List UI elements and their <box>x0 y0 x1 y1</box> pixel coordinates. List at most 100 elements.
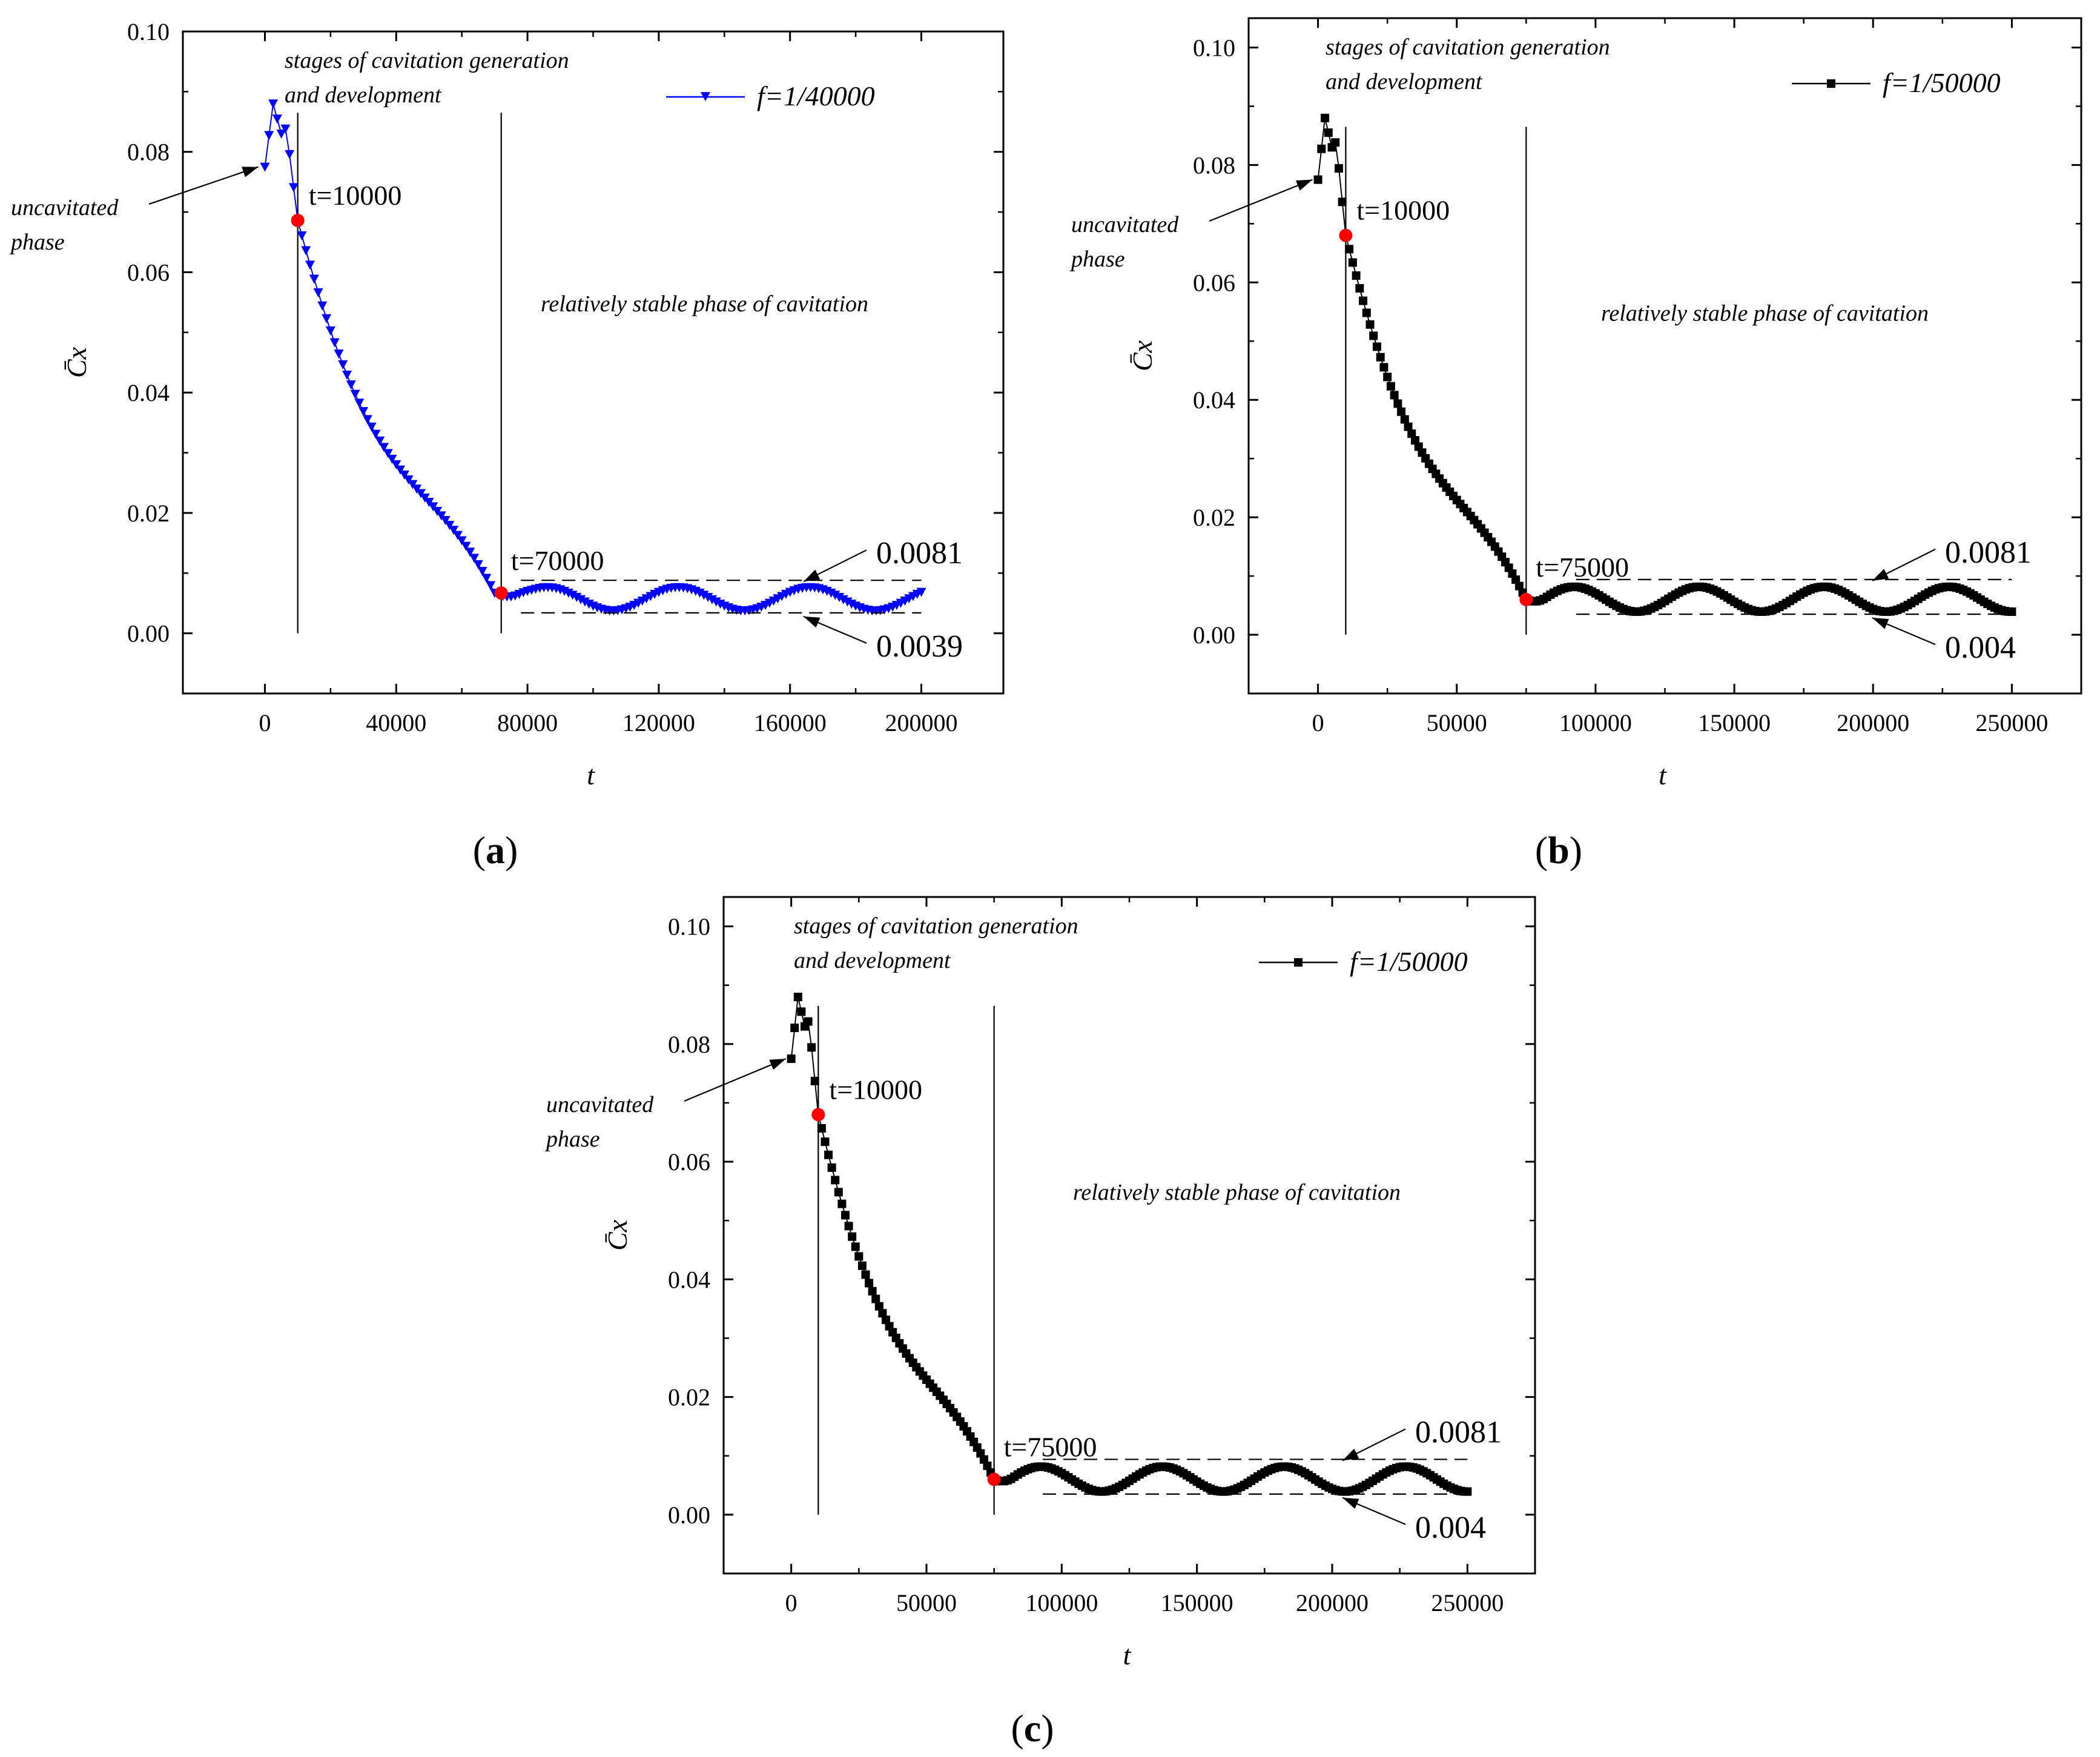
data-point <box>297 231 307 241</box>
x-tick-label: 50000 <box>896 1589 957 1616</box>
x-tick-label: 100000 <box>1025 1589 1098 1616</box>
key-point-label: t=75000 <box>1004 1432 1097 1463</box>
data-point <box>1397 407 1406 416</box>
series-a <box>260 99 926 616</box>
arrow-head <box>1342 1497 1359 1509</box>
data-point <box>461 541 471 551</box>
stable-phase-annotation: relatively stable phase of cavitation <box>1073 1180 1401 1205</box>
key-point-marker <box>811 1108 825 1122</box>
series-line <box>1317 117 2012 613</box>
data-point <box>1390 391 1399 400</box>
series-line <box>790 996 1468 1492</box>
stages-annotation-line1: stages of cavitation generation <box>794 913 1078 939</box>
data-point <box>383 449 393 458</box>
lower-bound-label: 0.004 <box>1415 1510 1486 1545</box>
data-point <box>871 1294 880 1303</box>
data-point <box>399 470 409 480</box>
panel-label-open: ( <box>1535 829 1548 872</box>
data-point <box>354 399 365 408</box>
data-point <box>358 407 369 417</box>
data-point <box>334 349 344 359</box>
stages-annotation-line2: and development <box>1326 69 1483 94</box>
data-point <box>440 516 451 526</box>
data-point <box>387 454 397 464</box>
data-point <box>1317 144 1326 153</box>
data-point <box>1376 352 1385 362</box>
x-tick-label: 250000 <box>1431 1589 1504 1616</box>
uncavitated-arrow <box>1209 179 1313 222</box>
panel-label: (c) <box>1011 1707 1054 1750</box>
data-point <box>322 314 332 323</box>
data-point <box>276 129 286 139</box>
x-tick-label: 0 <box>1312 709 1324 736</box>
legend-label: f=1/50000 <box>1883 67 2001 98</box>
data-point <box>1324 128 1333 137</box>
key-point-marker <box>987 1472 1001 1486</box>
legend-label: f=1/40000 <box>757 81 875 111</box>
panel-label-close: ) <box>1570 829 1582 872</box>
y-tick-label: 0.06 <box>127 259 170 286</box>
data-point <box>1379 363 1388 372</box>
x-tick-label: 200000 <box>885 709 958 736</box>
data-point <box>268 99 279 109</box>
uncavitated-annotation-line2: phase <box>1069 247 1125 272</box>
y-tick-label: 0.00 <box>127 620 170 647</box>
panel-label-letter: b <box>1548 829 1570 872</box>
series-b <box>1313 113 2016 616</box>
key-point-marker <box>494 586 508 600</box>
x-tick-label: 0 <box>259 709 271 736</box>
y-axis-title: C̄x <box>602 1219 633 1251</box>
data-point <box>264 131 274 141</box>
data-point <box>1352 271 1361 280</box>
data-point <box>834 1188 843 1197</box>
y-tick-label: 0.00 <box>1193 621 1235 649</box>
data-point <box>707 595 717 604</box>
data-point <box>874 1302 883 1311</box>
x-tick-label: 160000 <box>754 709 827 736</box>
x-tick-label: 50000 <box>1427 709 1487 736</box>
y-tick-label: 0.02 <box>127 500 170 527</box>
lower-bound-label: 0.004 <box>1945 630 2016 665</box>
arrow-shaft <box>1209 179 1313 222</box>
data-point <box>477 566 487 576</box>
lower-bound-arrow <box>1872 617 1936 646</box>
data-point <box>572 592 582 602</box>
data-point <box>861 1270 870 1279</box>
data-point <box>1338 197 1347 207</box>
data-point <box>280 124 291 134</box>
data-point <box>432 506 443 516</box>
data-point <box>878 1309 887 1318</box>
upper-bound-label: 0.0081 <box>1415 1415 1502 1450</box>
legend-marker <box>701 92 710 101</box>
data-point <box>457 536 467 546</box>
x-tick-label: 150000 <box>1161 1589 1233 1616</box>
panel-label-close: ) <box>505 829 518 872</box>
series-c <box>787 993 1472 1496</box>
arrow-head <box>1872 618 1889 629</box>
y-axis-title: C̄x <box>61 346 92 378</box>
chart-svg-c: 0 50000 100000 150000 200000 250000 0.00 0.02 0.… <box>544 896 1536 1750</box>
arrow-head <box>804 569 821 582</box>
data-point <box>1362 308 1371 317</box>
data-point <box>865 1279 874 1288</box>
chart-panel-a: 0 40000 80000 120000 160000 200000 0.00 0.02 0.0… <box>0 0 1050 878</box>
upper-bound-arrow <box>1872 548 1936 581</box>
uncavitated-arrow <box>684 1058 787 1102</box>
arrow-shaft <box>684 1058 787 1102</box>
x-tick-label: 200000 <box>1296 1589 1369 1616</box>
data-point <box>916 587 926 597</box>
y-tick-label: 0.04 <box>127 379 170 406</box>
data-point <box>576 595 586 604</box>
key-point-label: t=75000 <box>1536 552 1629 583</box>
stages-annotation-line2: and development <box>794 948 951 973</box>
stages-annotation-line1: stages of cavitation generation <box>1326 35 1610 60</box>
x-axis-title: t <box>1659 759 1667 790</box>
data-point <box>371 429 381 439</box>
stable-phase-annotation: relatively stable phase of cavitation <box>1601 300 1929 326</box>
x-axis-title: t <box>1123 1640 1132 1670</box>
x-tick-label: 200000 <box>1837 709 1909 736</box>
data-point <box>317 301 328 311</box>
y-tick-label: 0.02 <box>668 1384 710 1411</box>
data-point <box>1365 320 1375 329</box>
data-point <box>301 246 311 256</box>
